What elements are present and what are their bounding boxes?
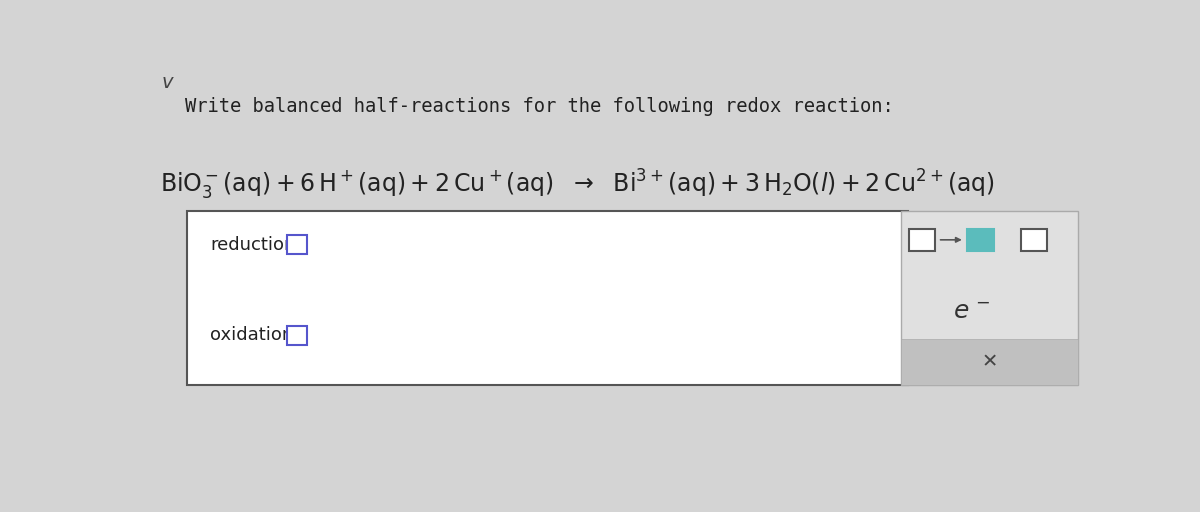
Text: v: v <box>161 73 173 92</box>
Bar <box>1021 229 1048 251</box>
Text: ✕: ✕ <box>982 353 998 372</box>
Bar <box>187 211 908 385</box>
Text: oxidation:: oxidation: <box>210 327 300 345</box>
Text: Write balanced half-reactions for the following redox reaction:: Write balanced half-reactions for the fo… <box>185 97 894 116</box>
Bar <box>967 229 994 251</box>
Bar <box>901 339 1078 385</box>
Text: reduction:: reduction: <box>210 236 302 254</box>
Bar <box>287 236 307 254</box>
Text: $e^{\,-}$: $e^{\,-}$ <box>953 300 991 324</box>
Text: $\mathrm{BiO_3^-(aq)+6\,H^+(aq)+2\,Cu^+(aq)}$  $\rightarrow$  $\mathrm{Bi^{3+}(a: $\mathrm{BiO_3^-(aq)+6\,H^+(aq)+2\,Cu^+(… <box>161 168 995 202</box>
Bar <box>901 211 1078 385</box>
Bar <box>287 326 307 345</box>
Bar <box>908 229 935 251</box>
